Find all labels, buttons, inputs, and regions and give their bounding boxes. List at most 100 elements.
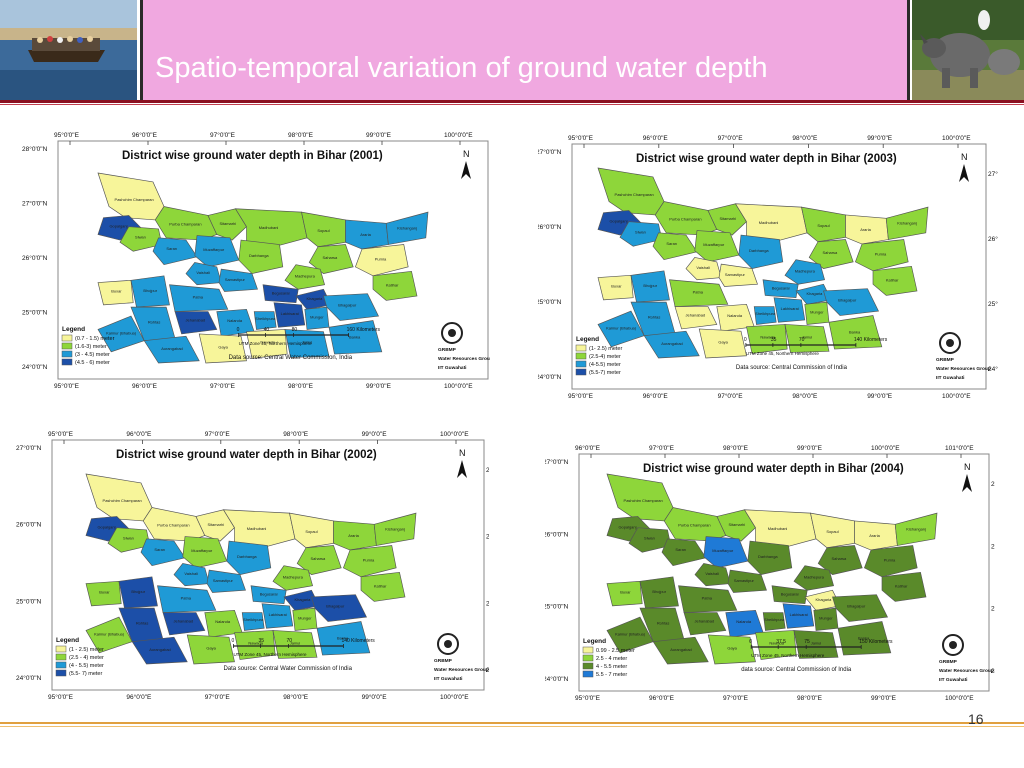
data-source: Data source: Central Water Commission of… [223,666,352,672]
lon-label-top: 95°0'0"E [568,134,594,142]
district-label: Madhubani [768,526,788,531]
scale-tick-label: 0 [237,327,240,333]
district-label: Patna [193,295,204,300]
lat-label-left: 27°0'0"N [16,444,42,452]
credit-text: IIT Guwahati [939,677,968,683]
district-label: Bhagalpur [338,303,357,308]
lon-label-bottom: 98°0'0"E [792,392,818,400]
district-label: Bhojpur [643,283,657,288]
district-label: Buxar [620,590,631,595]
lat-label-right: 27°0'0"N [486,466,489,474]
lon-label-bottom: 100°0'0"E [440,693,469,701]
lon-label-bottom: 95°0'0"E [575,694,601,702]
district-sheikhpura [253,311,277,330]
district-label: Purnia [875,252,887,257]
district-label: Madhubani [247,526,267,531]
legend-label: (4 - 5.5) meter [69,663,104,669]
header-divider-thin [0,104,1024,105]
district-patna [169,284,229,312]
district-label: Sopaul [305,529,317,534]
district-jamui [793,630,839,659]
district-label: Purba Champaran [678,523,710,528]
district-label: Kishanganj [906,526,926,531]
credit-text: GRBMP [438,347,457,353]
legend-label: 4 - 5.5 meter [596,664,627,670]
district-samastipur [218,268,258,292]
lon-label-bottom: 96°0'0"E [649,694,675,702]
lat-label-right: 24°0'0"N [988,365,998,373]
legend-swatch [55,661,67,669]
district-bhojpur [130,275,170,308]
lon-label-top: 98°0'0"E [723,444,749,452]
lat-label-left: 24°0'0"N [16,674,42,682]
district-label: Patna [181,596,192,601]
scale-tick-label: 140 Kilometers [854,337,888,343]
district-label: Purnia [884,558,896,563]
credit-text: GRBMP [936,357,955,363]
district-label: Lakhisarai [269,612,287,617]
district-label: Banka [349,334,361,339]
district-banka [828,315,883,350]
district-araria [845,214,889,245]
district-muzaffarpur [182,536,228,569]
legend-swatch [575,344,587,352]
scale-tick-label: 70 [799,337,805,343]
lat-label-right: 25°0'0"N [486,599,489,607]
lon-label-top: 96°0'0"E [126,430,152,438]
credit-text: IIT Guwahati [438,365,467,371]
district-label: Jamui [290,641,301,646]
legend-swatch [61,350,73,358]
district-label: Nalanda [227,318,243,323]
legend-label: (1.6-3) meter [75,344,107,350]
district-buxar [606,580,643,607]
lat-label-right: 26°0'0"N [486,533,489,541]
district-label: Siwan [135,235,146,240]
lon-label-bottom: 96°0'0"E [126,693,152,701]
district-aurangabad [652,636,709,665]
district-label: Khagaria [295,597,312,602]
district-label: Purba Champaran [157,523,189,528]
district-label: Nalanda [727,313,743,318]
district-kishanganj [885,206,929,240]
district-label: Araria [348,533,359,538]
lat-label-right: 27°0'0"N [991,480,995,488]
district-darbhanga [238,239,284,274]
district-label: Madhubani [259,225,279,230]
district-vaishali [694,563,731,587]
projection-note: UTM Zone 45, Northern Hemisphere [233,652,307,657]
lon-label-top: 98°0'0"E [283,430,309,438]
district-saharsa [296,545,342,575]
lon-label-bottom: 97°0'0"E [205,693,231,701]
district-label: Gaya [218,344,228,349]
district-label: Samastipur [225,277,246,282]
district-patna [157,585,217,613]
lon-label-bottom: 96°0'0"E [643,392,669,400]
district-label: Sheikhpura [243,617,264,622]
north-label: N [964,462,971,472]
district-label: Khagaria [816,597,833,602]
legend-swatch [575,360,587,368]
district-label: Saran [154,547,165,552]
district-label: Madhepura [295,274,316,279]
lat-label-left: 24°0'0"N [545,675,569,683]
district-layer: Pashchim Champaran Purba Champaran Sitamar… [597,167,929,359]
district-label: Darbhanga [758,554,778,559]
slide-header: Spatio-temporal variation of ground wate… [0,0,1024,104]
district-label: Pashchim Champaran [115,197,154,202]
grbmp-logo-center-icon [949,641,957,649]
lon-label-bottom: 96°0'0"E [132,382,158,390]
legend-swatch [582,654,594,662]
district-buxar [597,274,634,301]
lat-label-right: 25°0'0"N [988,300,998,308]
lon-label-top: 97°0'0"E [210,131,236,139]
district-madhepura [793,565,835,591]
district-label: Aurangabad [149,647,171,652]
district-aurangabad [643,330,700,359]
credit-text: Water Resources Group [438,356,490,362]
lon-label-top: 97°0'0"E [649,444,675,452]
district-label: Sitamarhi [719,216,736,221]
district-label: Muzaffarpur [203,247,225,252]
district-saharsa [808,239,854,269]
scale-tick-label: 0 [231,638,234,644]
lon-label-bottom: 98°0'0"E [797,694,823,702]
